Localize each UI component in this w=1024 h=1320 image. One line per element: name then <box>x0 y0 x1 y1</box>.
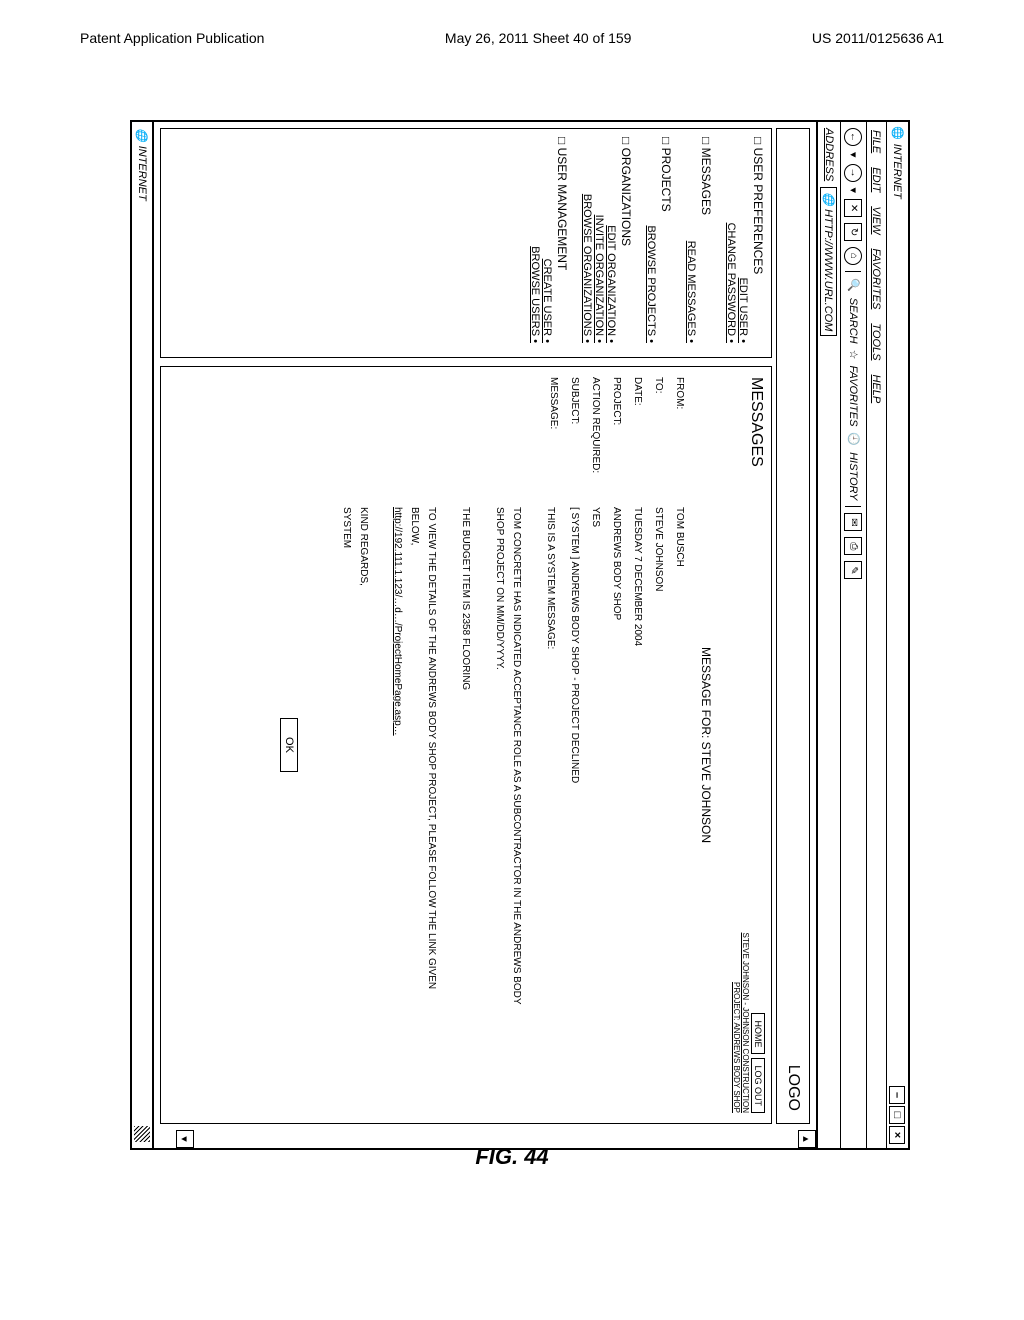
logo-text: LOGO <box>784 1065 802 1111</box>
search-label[interactable]: SEARCH <box>848 298 860 344</box>
sidebar-link-edit-user[interactable]: EDIT USER <box>737 137 749 343</box>
status-text: INTERNET <box>136 146 148 201</box>
search-icon[interactable]: 🔍 <box>847 278 860 292</box>
sidebar-heading-usermgmt: USER MANAGEMENT <box>555 137 569 349</box>
body-line-3: THE BUDGET ITEM IS 2358 FLOORING <box>457 507 474 1017</box>
message-for: MESSAGE FOR: STEVE JOHNSON <box>699 377 713 1113</box>
address-bar: ADDRESS 🌐 HTTP://WWW.URL.COM <box>816 122 840 1148</box>
address-url: HTTP://WWW.URL.COM <box>823 209 835 331</box>
content-area: ▴ ▾ LOGO USER PREFERENCES EDIT USER CHAN… <box>154 122 816 1148</box>
project-label: PROJECT: <box>611 377 622 507</box>
statusbar: 🌐 INTERNET <box>132 122 154 1148</box>
from-label: FROM: <box>674 377 685 507</box>
window-title: INTERNET <box>892 144 904 199</box>
main-panel: MESSAGES HOME LOG OUT STEVE JOHNSON - JO… <box>160 366 772 1124</box>
figure-label: FIG. 44 <box>0 1144 1024 1170</box>
body-line-2: TOM CONCRETE HAS INDICATED ACCEPTANCE RO… <box>491 507 525 1017</box>
subject-label: SUBJECT: <box>569 377 580 507</box>
body-line-6: KIND REGARDS, <box>355 507 372 1017</box>
edit-icon[interactable]: ✎ <box>845 561 863 579</box>
address-label: ADDRESS <box>823 128 835 181</box>
print-icon[interactable]: ⎙ <box>845 537 863 555</box>
message-label: MESSAGE: <box>338 377 559 507</box>
back-icon[interactable]: ← <box>845 128 863 146</box>
browser-window: 🌐 INTERNET – □ × FILE EDIT VIEW FAVORITE… <box>130 120 910 1150</box>
sidebar-link-browse-users[interactable]: BROWSE USERS <box>529 137 541 343</box>
actionreq-label: ACTION REQUIRED: <box>590 377 601 507</box>
resize-grip-icon[interactable] <box>134 1126 150 1142</box>
user-line-1: STEVE JOHNSON - JOHNSON CONSTRUCTION <box>740 933 749 1113</box>
sidebar-heading-messages: MESSAGES <box>699 137 713 349</box>
logo-banner: LOGO <box>776 128 810 1124</box>
sidebar-link-change-password[interactable]: CHANGE PASSWORD <box>725 137 737 343</box>
menu-edit[interactable]: EDIT <box>871 167 883 192</box>
menu-help[interactable]: HELP <box>871 375 883 404</box>
titlebar: 🌐 INTERNET – □ × <box>886 122 908 1148</box>
fwd-dropdown-icon[interactable]: ▾ <box>847 188 860 194</box>
body-line-1: THIS IS A SYSTEM MESSAGE: <box>542 507 559 1017</box>
sidebar-link-read-messages[interactable]: READ MESSAGES <box>685 137 697 343</box>
panel-title: MESSAGES <box>747 377 765 467</box>
sidebar-link-invite-org[interactable]: INVITE ORGANIZATION <box>593 137 605 343</box>
sidebar-heading-orgs: ORGANIZATIONS <box>619 137 633 349</box>
history-label[interactable]: HISTORY <box>848 452 860 500</box>
favorites-icon[interactable]: ☆ <box>847 350 860 360</box>
minimize-button[interactable]: – <box>890 1086 906 1104</box>
sidebar-link-edit-org[interactable]: EDIT ORGANIZATION <box>605 137 617 343</box>
logout-button[interactable]: LOG OUT <box>751 1058 765 1113</box>
toolbar: ← ▾ → ▾ ✕ ↻ ⌂ 🔍 SEARCH ☆ FAVORITES 🕘 HIS… <box>840 122 866 1148</box>
home-icon[interactable]: ⌂ <box>845 247 863 265</box>
sidebar-link-browse-projects[interactable]: BROWSE PROJECTS <box>645 137 657 343</box>
history-icon[interactable]: 🕘 <box>847 432 860 446</box>
message-body: THIS IS A SYSTEM MESSAGE: TOM CONCRETE H… <box>338 507 559 1017</box>
status-globe-icon: 🌐 <box>136 128 149 142</box>
ok-button[interactable]: OK <box>280 718 298 772</box>
actionreq-value: YES <box>590 507 601 1017</box>
date-value: TUESDAY 7 DECEMBER 2004 <box>632 507 643 1017</box>
header-center: May 26, 2011 Sheet 40 of 159 <box>445 30 632 46</box>
from-value: TOM BUSCH <box>674 507 685 1017</box>
date-label: DATE: <box>632 377 643 507</box>
maximize-button[interactable]: □ <box>890 1106 906 1124</box>
sidebar: USER PREFERENCES EDIT USER CHANGE PASSWO… <box>160 128 772 358</box>
body-line-4: TO VIEW THE DETAILS OF THE ANDREWS BODY … <box>406 507 440 1017</box>
mail-icon[interactable]: ✉ <box>845 513 863 531</box>
menu-favorites[interactable]: FAVORITES <box>871 248 883 309</box>
menu-file[interactable]: FILE <box>871 130 883 153</box>
to-label: TO: <box>653 377 664 507</box>
address-input[interactable]: 🌐 HTTP://WWW.URL.COM <box>821 187 838 336</box>
sidebar-heading-projects: PROJECTS <box>659 137 673 349</box>
back-dropdown-icon[interactable]: ▾ <box>847 152 860 158</box>
close-button[interactable]: × <box>890 1126 906 1144</box>
header-left: Patent Application Publication <box>80 30 264 46</box>
to-value: STEVE JOHNSON <box>653 507 664 1017</box>
stop-icon[interactable]: ✕ <box>845 199 863 217</box>
body-line-7: SYSTEM <box>338 507 355 1017</box>
project-value: ANDREWS BODY SHOP <box>611 507 622 1017</box>
forward-icon[interactable]: → <box>845 164 863 182</box>
menubar: FILE EDIT VIEW FAVORITES TOOLS HELP <box>866 122 886 1148</box>
header-right: US 2011/0125636 A1 <box>812 30 944 46</box>
home-button[interactable]: HOME <box>751 1013 765 1054</box>
addr-globe-icon: 🌐 <box>823 192 835 206</box>
subject-value: [ SYSTEM ] ANDREWS BODY SHOP - PROJECT D… <box>569 507 580 1017</box>
menu-tools[interactable]: TOOLS <box>871 323 883 360</box>
refresh-icon[interactable]: ↻ <box>845 223 863 241</box>
menu-view[interactable]: VIEW <box>871 206 883 234</box>
favorites-label[interactable]: FAVORITES <box>848 365 860 426</box>
globe-icon: 🌐 <box>891 126 904 140</box>
sidebar-link-browse-orgs[interactable]: BROWSE ORGANIZATIONS <box>581 137 593 343</box>
sidebar-link-create-user[interactable]: CREATE USER <box>541 137 553 343</box>
sidebar-heading-userpref: USER PREFERENCES <box>751 137 765 349</box>
patent-header: Patent Application Publication May 26, 2… <box>0 0 1024 56</box>
body-link[interactable]: http://192.111.1.123/…d…/ProjectHomePage… <box>389 507 406 1017</box>
user-line-2: PROJECT: ANDREWS BODY SHOP <box>731 933 740 1113</box>
